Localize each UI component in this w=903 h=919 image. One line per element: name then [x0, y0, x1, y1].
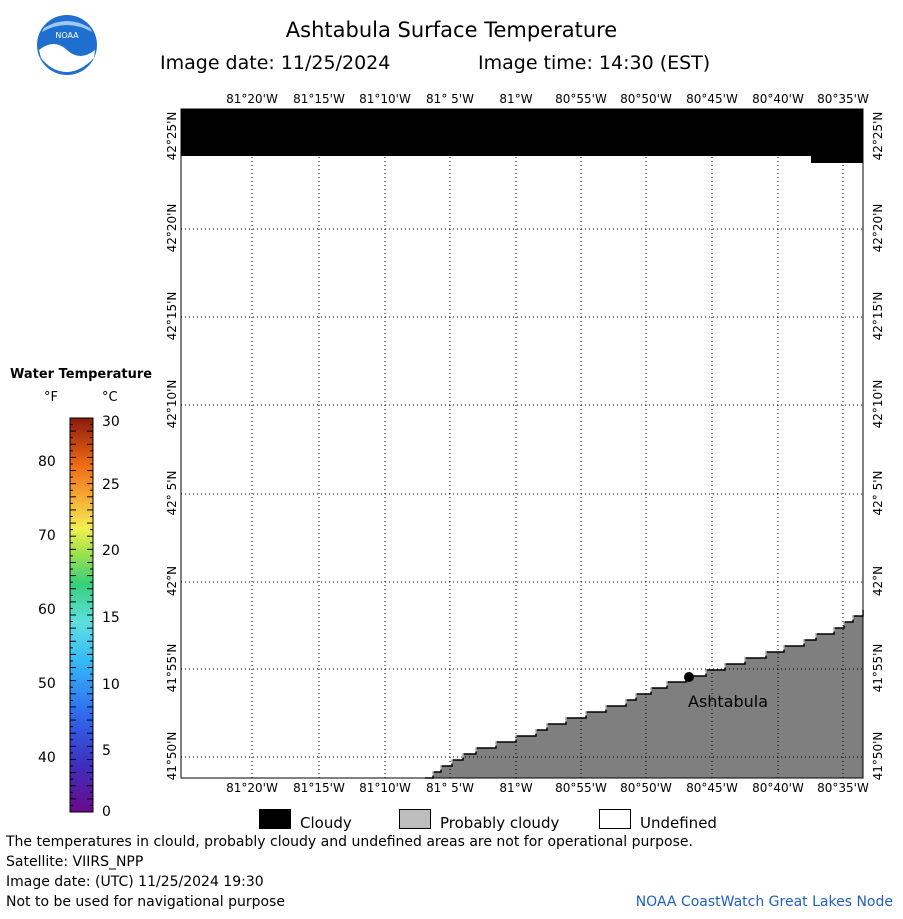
longitude-label: 80°50'W	[620, 92, 672, 106]
latitude-label: 42°25'N	[871, 111, 885, 161]
longitude-label: 80°45'W	[686, 92, 738, 106]
fahrenheit-tick-label: 40	[38, 750, 56, 766]
longitude-label: 81°20'W	[226, 781, 278, 795]
fahrenheit-tick-label: 50	[38, 676, 56, 692]
footer-nav-warning: Not to be used for navigational purpose	[6, 894, 285, 910]
latitude-label: 42°10'N	[165, 379, 179, 429]
longitude-label: 80°45'W	[686, 781, 738, 795]
footer-utc-date: Image date: (UTC) 11/25/2024 19:30	[6, 874, 264, 890]
latitude-label: 42°N	[871, 565, 885, 597]
latitude-label: 42°25'N	[165, 111, 179, 161]
longitude-label: 80°40'W	[752, 781, 804, 795]
longitude-label: 81°W	[499, 92, 533, 106]
longitude-label: 80°35'W	[817, 92, 869, 106]
unit-f: °F	[44, 390, 58, 405]
unit-c: °C	[102, 390, 118, 405]
longitude-label: 81°10'W	[359, 92, 411, 106]
celsius-tick-label: 0	[102, 804, 111, 820]
latitude-label: 42°10'N	[871, 379, 885, 429]
longitude-label: 81°W	[499, 781, 533, 795]
legend-title: Water Temperature	[10, 367, 153, 382]
latitude-label: 42°N	[165, 565, 179, 597]
key-probably-cloudy-label: Probably cloudy	[440, 814, 560, 832]
celsius-tick-label: 10	[102, 677, 120, 693]
footer-credit[interactable]: NOAA CoastWatch Great Lakes Node	[635, 894, 893, 910]
fahrenheit-tick-label: 80	[38, 454, 56, 470]
coastline-halo	[425, 607, 864, 776]
latitude-label: 41°55'N	[871, 643, 885, 693]
longitude-label: 81° 5'W	[426, 781, 474, 795]
latitude-label: 42° 5'N	[871, 470, 885, 516]
longitude-label: 80°55'W	[555, 781, 607, 795]
fahrenheit-tick-label: 60	[38, 602, 56, 618]
city-marker	[684, 672, 694, 682]
key-probably-cloudy-swatch	[399, 809, 431, 829]
latitude-label: 42°15'N	[871, 291, 885, 341]
celsius-tick-label: 5	[102, 743, 111, 759]
longitude-label: 80°40'W	[752, 92, 804, 106]
celsius-tick-label: 15	[102, 610, 120, 626]
longitude-label: 80°50'W	[620, 781, 672, 795]
city-label: Ashtabula	[688, 692, 768, 711]
longitude-label: 80°35'W	[817, 781, 869, 795]
image-date: Image date: 11/25/2024	[160, 52, 391, 74]
page-title: Ashtabula Surface Temperature	[285, 18, 618, 42]
key-undefined-swatch	[599, 809, 631, 829]
key-undefined-label: Undefined	[640, 814, 717, 832]
longitude-label: 81°10'W	[359, 781, 411, 795]
longitude-label: 81°20'W	[226, 92, 278, 106]
graticule	[181, 109, 863, 778]
longitude-label: 81°15'W	[293, 92, 345, 106]
footer-disclaimer: The temperatures in clould, probably clo…	[6, 834, 693, 850]
celsius-tick-label: 20	[102, 543, 120, 559]
latitude-label: 42°15'N	[165, 291, 179, 341]
footer-satellite: Satellite: VIIRS_NPP	[6, 854, 144, 870]
latitude-label: 41°50'N	[165, 731, 179, 781]
logo-text: NOAA	[55, 31, 79, 40]
longitude-label: 80°55'W	[555, 92, 607, 106]
noaa-logo: NOAA	[37, 15, 97, 75]
key-cloudy-swatch	[259, 809, 291, 829]
celsius-tick-label: 30	[102, 414, 120, 430]
latitude-label: 42° 5'N	[165, 470, 179, 516]
latitude-label: 42°20'N	[871, 203, 885, 253]
celsius-tick-label: 25	[102, 477, 120, 493]
latitude-label: 41°55'N	[165, 643, 179, 693]
latitude-label: 41°50'N	[871, 731, 885, 781]
cloudy-area	[181, 109, 863, 163]
longitude-label: 81°15'W	[293, 781, 345, 795]
map-frame	[180, 108, 864, 779]
longitude-label: 81° 5'W	[426, 92, 474, 106]
color-scale	[69, 417, 94, 813]
latitude-label: 42°20'N	[165, 203, 179, 253]
key-cloudy-label: Cloudy	[300, 814, 352, 832]
image-time: Image time: 14:30 (EST)	[478, 52, 711, 74]
fahrenheit-tick-label: 70	[38, 528, 56, 544]
